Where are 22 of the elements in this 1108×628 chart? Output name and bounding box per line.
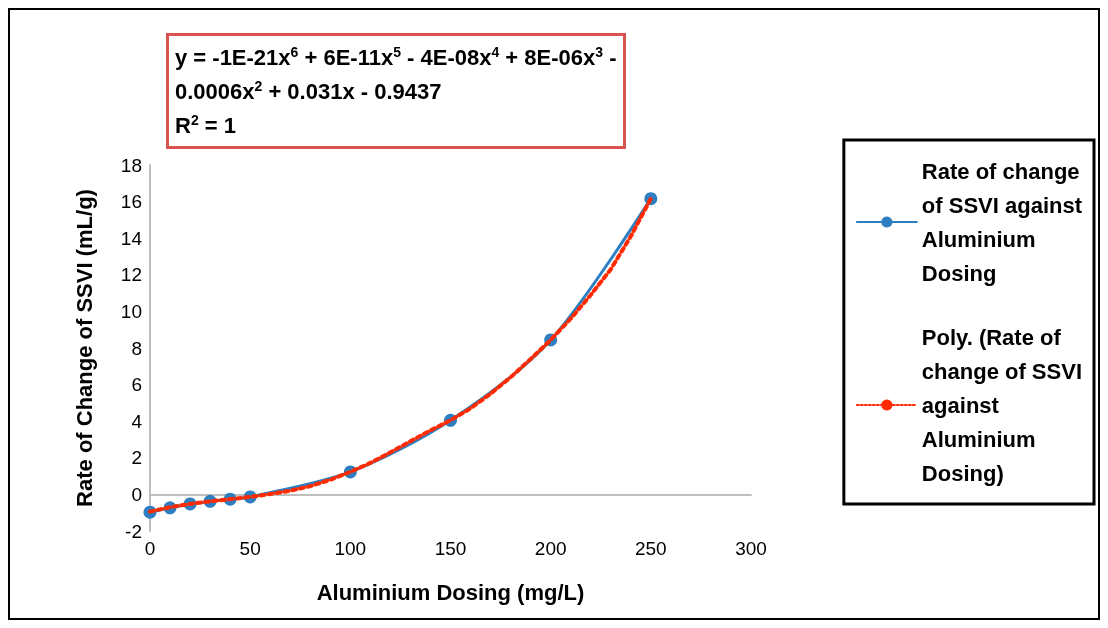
- x-tick-label: 250: [634, 538, 667, 559]
- x-tick-label: 300: [735, 538, 767, 559]
- y-tick-label: 4: [131, 410, 143, 432]
- y-tick-label: -2: [125, 520, 142, 542]
- legend-label: Poly. (Rate of change of SSVI against Aluminium Dosing): [921, 324, 1083, 486]
- y-tick-label: 18: [120, 154, 142, 176]
- x-tick-label: 100: [334, 538, 367, 559]
- y-tick-label: 8: [131, 337, 142, 359]
- y-tick-label: 10: [120, 300, 142, 322]
- y-tick-label: 14: [120, 227, 143, 249]
- y-tick-label: 6: [131, 374, 142, 396]
- y-tick-label: 16: [120, 191, 142, 213]
- y-axis-title: Rate of Change of SSVI (mL/g): [71, 189, 97, 507]
- x-tick-label: 150: [434, 538, 467, 559]
- y-tick-label: 0: [131, 483, 142, 505]
- x-axis-title: Aluminium Dosing (mg/L): [316, 579, 585, 605]
- legend-label: Rate of change of SSVI against Aluminium Dosing: [921, 158, 1083, 286]
- x-tick-label: 50: [239, 538, 261, 559]
- y-tick-label: 12: [120, 264, 142, 286]
- y-tick-label: 2: [131, 447, 142, 469]
- x-tick-label: 0: [144, 538, 156, 559]
- x-tick-label: 200: [534, 538, 567, 559]
